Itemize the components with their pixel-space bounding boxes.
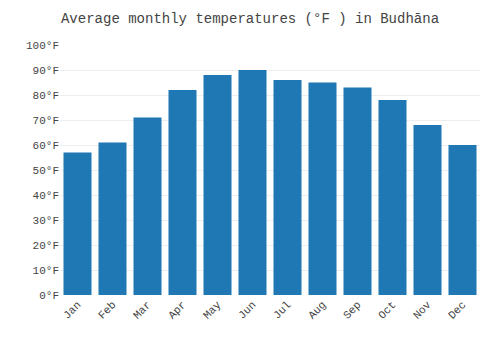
svg-text:90°F: 90°F: [33, 65, 59, 77]
svg-text:Mar: Mar: [131, 299, 153, 321]
svg-text:Sep: Sep: [341, 299, 363, 321]
svg-text:80°F: 80°F: [33, 90, 59, 102]
svg-text:Nov: Nov: [411, 299, 434, 322]
svg-text:50°F: 50°F: [33, 165, 59, 177]
svg-text:Jan: Jan: [61, 299, 83, 321]
svg-text:May: May: [201, 299, 224, 322]
svg-text:Oct: Oct: [376, 299, 398, 321]
svg-text:Average monthly temperatures (: Average monthly temperatures (°F ) in Bu…: [61, 11, 439, 27]
svg-text:Feb: Feb: [96, 299, 118, 321]
svg-text:0°F: 0°F: [39, 290, 59, 302]
svg-text:40°F: 40°F: [33, 190, 59, 202]
svg-text:60°F: 60°F: [33, 140, 59, 152]
svg-text:10°F: 10°F: [33, 265, 59, 277]
svg-text:Aug: Aug: [306, 299, 328, 321]
svg-text:Apr: Apr: [166, 299, 188, 321]
svg-text:30°F: 30°F: [33, 215, 59, 227]
svg-text:20°F: 20°F: [33, 240, 59, 252]
svg-text:100°F: 100°F: [26, 40, 59, 52]
svg-text:Jul: Jul: [271, 299, 293, 321]
svg-text:70°F: 70°F: [33, 115, 59, 127]
svg-text:Jun: Jun: [236, 299, 258, 321]
svg-text:Dec: Dec: [446, 299, 468, 321]
